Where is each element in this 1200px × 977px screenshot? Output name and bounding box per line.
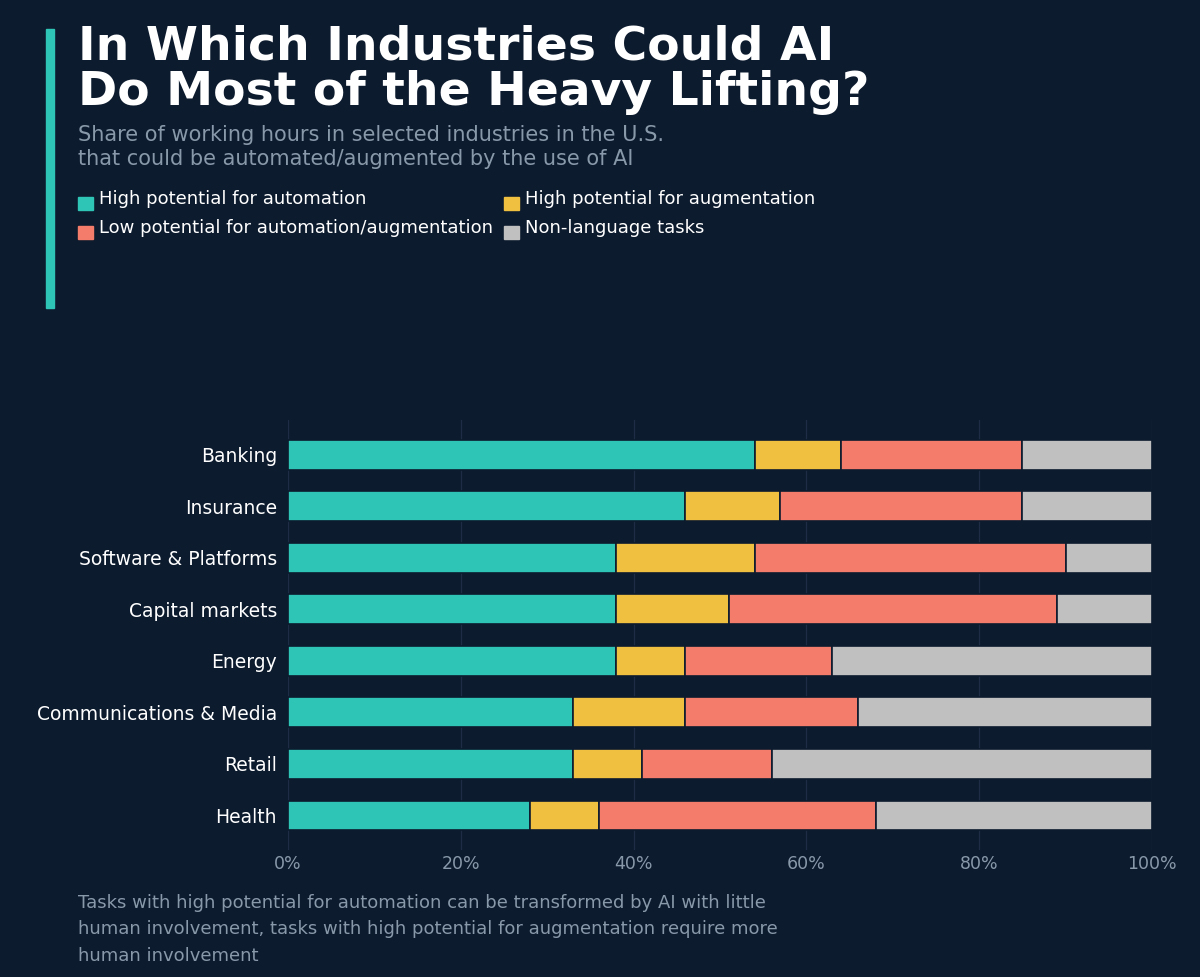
Bar bbox=[685, 698, 858, 727]
Text: Low potential for automation/augmentation: Low potential for automation/augmentatio… bbox=[100, 219, 493, 237]
Bar bbox=[599, 800, 876, 830]
Bar bbox=[288, 491, 685, 521]
Bar bbox=[858, 698, 1152, 727]
Bar bbox=[1057, 594, 1152, 624]
Bar bbox=[574, 749, 642, 779]
Bar bbox=[728, 594, 1057, 624]
Bar bbox=[755, 543, 1066, 573]
Text: High potential for automation: High potential for automation bbox=[100, 190, 366, 208]
Bar bbox=[1022, 440, 1152, 470]
Bar bbox=[617, 543, 755, 573]
Text: Tasks with high potential for automation can be transformed by AI with little
hu: Tasks with high potential for automation… bbox=[78, 894, 778, 964]
Bar bbox=[780, 491, 1022, 521]
Bar bbox=[876, 800, 1152, 830]
Bar bbox=[617, 594, 728, 624]
Bar bbox=[574, 698, 685, 727]
Bar bbox=[642, 749, 772, 779]
Bar bbox=[617, 646, 685, 676]
Bar bbox=[772, 749, 1152, 779]
Text: Share of working hours in selected industries in the U.S.: Share of working hours in selected indus… bbox=[78, 125, 664, 145]
Bar bbox=[288, 543, 617, 573]
Text: that could be automated/augmented by the use of AI: that could be automated/augmented by the… bbox=[78, 149, 634, 168]
Bar bbox=[685, 646, 833, 676]
Bar bbox=[530, 800, 599, 830]
Bar bbox=[833, 646, 1152, 676]
Text: High potential for augmentation: High potential for augmentation bbox=[526, 190, 815, 208]
Bar bbox=[1066, 543, 1152, 573]
Bar bbox=[288, 440, 755, 470]
Text: Non-language tasks: Non-language tasks bbox=[526, 219, 704, 237]
Bar bbox=[841, 440, 1022, 470]
Bar bbox=[685, 491, 780, 521]
Bar bbox=[288, 594, 617, 624]
Bar bbox=[288, 749, 574, 779]
Text: In Which Industries Could AI: In Which Industries Could AI bbox=[78, 24, 834, 69]
Bar bbox=[755, 440, 841, 470]
Bar bbox=[288, 800, 530, 830]
Text: Do Most of the Heavy Lifting?: Do Most of the Heavy Lifting? bbox=[78, 70, 870, 115]
Bar bbox=[288, 646, 617, 676]
Bar bbox=[288, 698, 574, 727]
Bar bbox=[1022, 491, 1152, 521]
